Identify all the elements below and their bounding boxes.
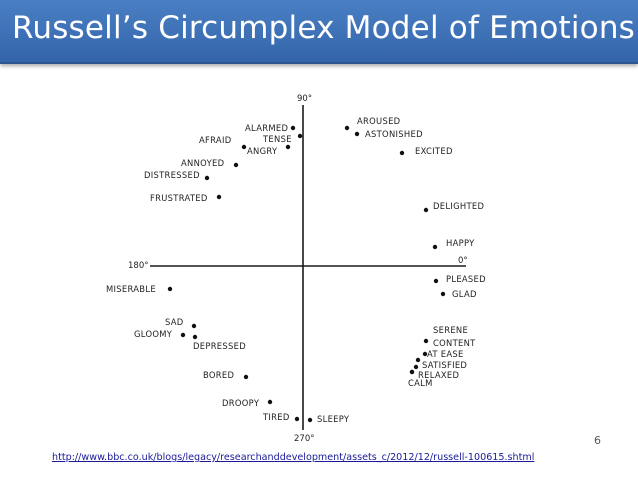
emotion-dot-excited xyxy=(399,150,405,156)
emotion-label-pleased: PLEASED xyxy=(446,274,486,284)
emotion-label-satisfied: SATISFIED xyxy=(422,360,467,370)
emotion-dot-gloomy xyxy=(180,332,186,338)
emotion-label-tense: TENSE xyxy=(262,134,292,144)
emotion-label-at-ease: AT EASE xyxy=(427,349,464,359)
emotion-label-calm: CALM xyxy=(408,378,433,388)
axis-label-top: 90° xyxy=(297,94,312,104)
emotion-label-gloomy: GLOOMY xyxy=(134,329,173,339)
emotion-label-glad: GLAD xyxy=(452,289,477,299)
emotion-label-afraid: AFRAID xyxy=(199,135,231,145)
axis-label-right: 0° xyxy=(458,256,468,266)
emotion-dot-glad xyxy=(440,291,446,297)
emotion-dot-droopy xyxy=(267,399,273,405)
emotion-label-droopy: DROOPY xyxy=(222,398,260,408)
emotion-dot-depressed xyxy=(192,334,198,340)
title-bar: Russell’s Circumplex Model of Emotions xyxy=(0,0,638,64)
emotion-label-distressed: DISTRESSED xyxy=(144,170,200,180)
emotion-label-tired: TIRED xyxy=(262,412,290,422)
emotion-label-miserable: MISERABLE xyxy=(106,284,156,294)
emotion-label-relaxed: RELAXED xyxy=(418,370,459,380)
emotion-dot-happy xyxy=(432,244,438,250)
emotion-dot-serene xyxy=(423,338,429,344)
emotion-dot-satisfied xyxy=(413,364,419,370)
emotion-dot-distressed xyxy=(204,175,210,181)
emotion-label-serene: SERENE xyxy=(433,325,468,335)
emotion-label-happy: HAPPY xyxy=(446,238,475,248)
emotion-label-alarmed: ALARMED xyxy=(245,123,288,133)
emotion-dot-tired xyxy=(294,416,300,422)
emotion-dot-miserable xyxy=(167,286,173,292)
emotion-label-sad: SAD xyxy=(165,317,184,327)
emotion-label-excited: EXCITED xyxy=(415,146,453,156)
emotion-dot-afraid xyxy=(241,144,247,150)
emotion-dot-pleased xyxy=(433,278,439,284)
slide-title: Russell’s Circumplex Model of Emotions xyxy=(12,10,636,46)
emotion-dot-angry xyxy=(285,144,291,150)
emotion-dot-tense xyxy=(297,133,303,139)
emotion-dot-annoyed xyxy=(233,162,239,168)
emotion-dot-aroused xyxy=(344,125,350,131)
emotion-label-depressed: DEPRESSED xyxy=(193,341,246,351)
emotion-dot-sleepy xyxy=(307,417,313,423)
emotion-dot-astonished xyxy=(354,131,360,137)
emotion-label-aroused: AROUSED xyxy=(357,116,400,126)
emotion-label-bored: BORED xyxy=(203,370,234,380)
emotion-dot-sad xyxy=(191,323,197,329)
axis-label-left: 180° xyxy=(128,261,148,271)
source-link[interactable]: http://www.bbc.co.uk/blogs/legacy/resear… xyxy=(52,452,535,463)
emotion-label-content: CONTENT xyxy=(433,338,476,348)
emotion-label-angry: ANGRY xyxy=(247,146,278,156)
emotion-dot-frustrated xyxy=(216,194,222,200)
emotion-label-sleepy: SLEEPY xyxy=(317,414,350,424)
emotion-dot-delighted xyxy=(423,207,429,213)
axis-label-bottom: 270° xyxy=(294,434,314,444)
emotion-dot-alarmed xyxy=(290,125,296,131)
emotion-dot-content xyxy=(422,351,428,357)
slide-number: 6 xyxy=(594,434,601,447)
emotion-label-delighted: DELIGHTED xyxy=(433,201,484,211)
emotion-dot-at-ease xyxy=(415,357,421,363)
emotion-dot-calm xyxy=(409,369,415,375)
emotion-label-frustrated: FRUSTRATED xyxy=(150,193,208,203)
emotion-dot-bored xyxy=(243,374,249,380)
emotion-label-annoyed: ANNOYED xyxy=(181,158,224,168)
emotion-label-astonished: ASTONISHED xyxy=(365,129,423,139)
